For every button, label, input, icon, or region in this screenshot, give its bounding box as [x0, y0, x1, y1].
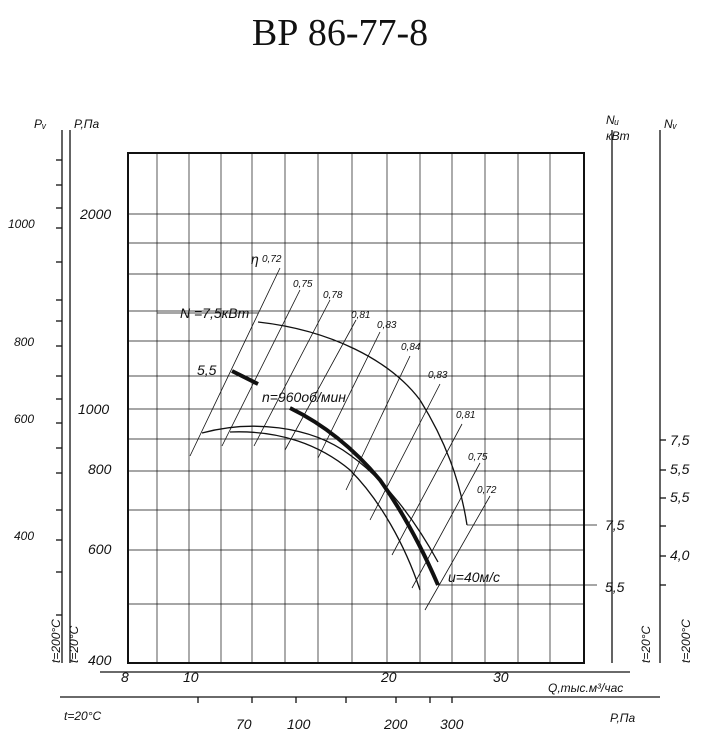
- eta-label-0-84: 0,84: [401, 342, 421, 353]
- eta-label-0-78: 0,78: [323, 290, 343, 301]
- eta-label-0-81-left: 0,81: [351, 310, 370, 321]
- power-curve-7-5: [257, 321, 468, 526]
- y-outer-left-ticks: [56, 159, 62, 616]
- plot-frame: [127, 152, 585, 664]
- eta-label-0-75-right: 0,75: [468, 452, 488, 463]
- x-top-tick-8: 8: [121, 669, 129, 685]
- y-inner-left-tick-2000: 2000: [79, 206, 111, 222]
- velocity-label: u=40м/с: [448, 569, 500, 585]
- eta-label-0-75-left: 0,75: [293, 279, 313, 290]
- y-inner-right-temp: t=20°C: [639, 626, 653, 663]
- x-bottom-label: P,Па: [610, 711, 635, 725]
- x-top-tick-30: 30: [493, 669, 509, 685]
- y-outer-right-tick-5-5-a: 5,5: [670, 461, 690, 477]
- x-top-tick-10: 10: [183, 669, 199, 685]
- y-outer-left-tick-400: 400: [14, 529, 34, 543]
- y-inner-right-tick-5-5: 5,5: [605, 579, 625, 595]
- motor-power-label: N =7,5кВт: [180, 305, 250, 321]
- pressure-curve: [201, 425, 439, 563]
- working-range-curve: [289, 406, 440, 586]
- efficiency-ray: [221, 289, 301, 447]
- y-inner-left-temp: t=20°C: [67, 626, 81, 663]
- speed-label: n=960об/мин: [262, 389, 346, 405]
- y-inner-left-label: P,Па: [74, 117, 99, 131]
- eta-label-0-83-right: 0,83: [428, 370, 448, 381]
- y-outer-left-tick-600: 600: [14, 412, 34, 426]
- x-top-tick-20: 20: [380, 669, 397, 685]
- y-inner-left-tick-1000: 1000: [78, 401, 109, 417]
- x-bottom-tick-200: 200: [383, 716, 408, 731]
- y-inner-left-tick-800: 800: [88, 461, 112, 477]
- efficiency-ray: [317, 331, 381, 459]
- eta-symbol: η: [251, 251, 259, 267]
- eta-label-0-81-right: 0,81: [456, 410, 475, 421]
- y-outer-right-tick-4-0: 4,0: [670, 547, 690, 563]
- y-inner-left-tick-400: 400: [88, 652, 112, 668]
- y-outer-right-temp: t=200°C: [679, 619, 693, 663]
- y-inner-right-tick-7-5: 7,5: [605, 517, 625, 533]
- x-bottom-prefix: t=20°C: [64, 709, 101, 723]
- y-outer-left-temp: t=200°C: [49, 619, 63, 663]
- y-outer-right-ticks: [660, 439, 666, 586]
- power-5-5-segment: [231, 369, 259, 386]
- x-bottom-ticks: [197, 697, 453, 703]
- power-curve-5-5: [229, 431, 421, 591]
- x-bottom-tick-300: 300: [440, 716, 464, 731]
- efficiency-ray: [369, 383, 441, 521]
- y-inner-right-label: Nᵤ: [606, 113, 619, 127]
- efficiency-ray: [391, 423, 463, 556]
- chart-grid: [128, 153, 584, 663]
- x-top-label: Q,тыс.м³/час: [548, 681, 623, 695]
- y-inner-right-unit: кВт: [606, 129, 630, 143]
- x-bottom-tick-70: 70: [236, 716, 252, 731]
- y-outer-left-label: Pᵥ: [34, 117, 47, 131]
- y-outer-left-tick-800: 800: [14, 335, 34, 349]
- eta-label-0-83-left: 0,83: [377, 320, 397, 331]
- y-inner-left-tick-600: 600: [88, 541, 112, 557]
- y-outer-right-tick-7-5: 7,5: [670, 432, 690, 448]
- chart-title: ВР 86-77-8: [252, 12, 428, 54]
- efficiency-ray: [284, 319, 357, 451]
- efficiency-ray: [253, 299, 331, 447]
- efficiency-ray: [411, 462, 481, 589]
- y-outer-right-tick-5-5-b: 5,5: [670, 489, 690, 505]
- efficiency-rays: [189, 267, 491, 611]
- y-outer-left-tick-1000: 1000: [8, 217, 35, 231]
- efficiency-ray: [424, 495, 491, 611]
- x-bottom-tick-100: 100: [287, 716, 311, 731]
- eta-label-0-72-left: 0,72: [262, 254, 282, 265]
- efficiency-ray: [189, 267, 281, 457]
- eta-label-0-72-right: 0,72: [477, 485, 497, 496]
- y-outer-right-label: Nᵥ: [664, 117, 678, 131]
- motor-power-5-5-label: 5,5: [197, 362, 217, 378]
